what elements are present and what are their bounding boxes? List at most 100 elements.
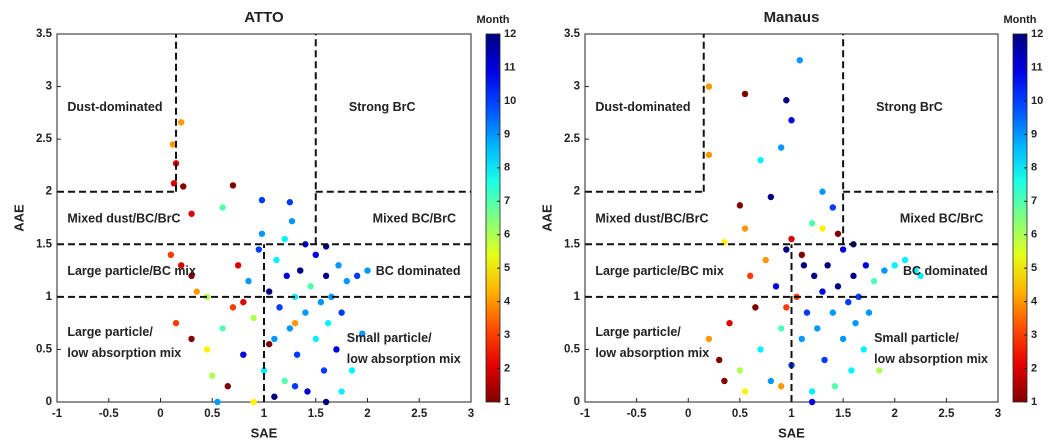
data-point [870,277,878,285]
data-point [343,277,350,285]
data-point [283,272,290,280]
data-point [250,398,257,406]
y-tick-label: 2.5 [36,133,53,145]
data-point [178,262,185,269]
x-tick-label: 1 [261,408,268,420]
y-tick-label: 1 [574,291,581,303]
region-label: Strong BrC [876,100,943,114]
colorbar-label: Month [477,14,510,26]
x-tick-label: -0.5 [627,408,647,420]
data-point [798,335,806,343]
data-point [286,199,294,206]
data-point [359,330,366,337]
data-point [169,141,177,148]
data-point [322,272,330,280]
data-point [203,293,211,301]
data-point [312,251,319,258]
x-tick-label: 1 [788,408,795,420]
data-point [338,309,345,316]
y-tick-label: 0 [574,396,580,408]
x-tick-label: 2 [364,408,370,420]
data-point [736,202,744,209]
data-point [798,251,806,258]
region-label: Mixed dust/BC/BrC [67,211,180,225]
colorbar-tick-label: 2 [1031,362,1037,374]
data-point [312,335,319,343]
x-tick-label: 2 [892,408,898,420]
data-point [229,304,237,311]
data-point [762,256,769,264]
data-point [348,367,356,374]
data-point [281,377,288,385]
region-label: Large particle/BC mix [67,264,196,278]
y-tick-label: 2 [574,186,580,198]
x-tick-label: 1.5 [308,408,325,420]
chart-title: Manaus [764,9,820,26]
data-point [829,204,836,211]
data-point [214,398,221,406]
data-point [752,304,759,311]
region-label: low absorption mix [874,352,988,366]
data-point [281,235,288,243]
data-point [881,267,888,274]
data-point [193,288,200,295]
data-point [265,288,273,295]
y-tick-label: 3 [574,81,580,93]
data-point [808,398,816,406]
colorbar-tick-label: 4 [1031,296,1038,308]
data-point [819,188,826,195]
data-point [219,204,226,211]
data-point [203,346,211,353]
region-label: Mixed BC/BrC [373,211,456,225]
x-tick-label: 0.5 [732,408,749,420]
data-point [716,356,723,364]
region-label: Large particle/ [67,325,153,339]
y-tick-label: 2.5 [564,133,581,145]
y-tick-label: 0.5 [36,343,53,355]
region-label: Dust-dominated [595,100,690,114]
y-axis-label: AAE [11,204,26,232]
data-point [271,393,278,400]
data-point [767,193,775,201]
data-point [167,251,175,258]
data-point [320,367,328,374]
data-point [796,57,803,64]
y-tick-label: 3.5 [36,28,53,40]
data-point [862,262,870,269]
data-point [234,262,242,269]
colorbar-tick-label: 12 [504,28,516,40]
data-point [860,346,867,353]
colorbar-tick-label: 1 [504,396,510,408]
data-point [747,272,754,280]
data-point [260,367,268,374]
data-point [741,225,749,232]
data-point [328,293,335,301]
data-point [891,262,898,269]
x-tick-label: -0.5 [99,408,119,420]
colorbar-tick-label: 1 [1031,396,1037,408]
data-point [188,210,195,217]
x-tick-label: 3 [468,408,474,420]
colorbar-tick-label: 7 [1031,195,1037,207]
colorbar [1012,33,1028,403]
data-point [811,272,818,280]
chart-title: ATTO [244,9,284,26]
data-point [255,246,263,253]
region-label: Strong BrC [349,100,416,114]
x-tick-label: 0.5 [204,408,221,420]
data-point [240,298,247,306]
data-point [845,298,852,306]
colorbar-tick-label: 4 [504,296,511,308]
colorbar-tick-label: 12 [1031,28,1043,40]
data-point [788,235,795,243]
data-point [304,388,311,395]
data-point [777,325,785,332]
y-tick-label: 2 [46,186,52,198]
data-point [317,298,325,306]
y-tick-label: 1.5 [564,238,581,250]
data-point [333,346,340,353]
data-point [772,283,780,290]
data-point [829,309,836,316]
data-point [245,277,252,285]
x-tick-label: 2.5 [411,408,428,420]
